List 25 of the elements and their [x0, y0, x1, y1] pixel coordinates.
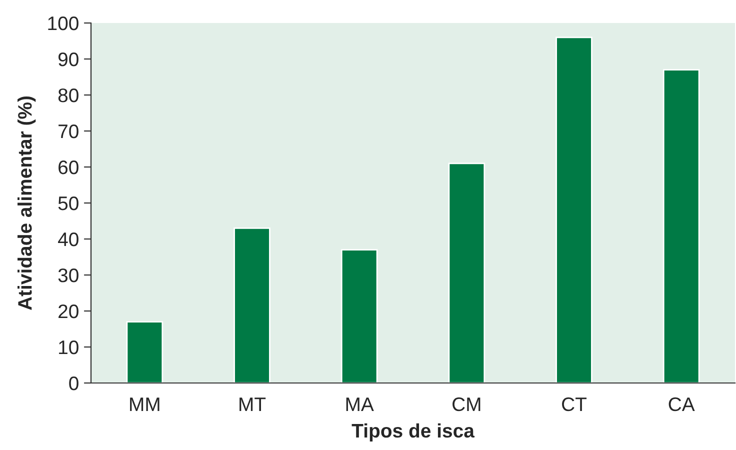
y-tick-label: 80	[58, 88, 78, 102]
bar	[340, 249, 378, 383]
y-tick-label: 20	[58, 304, 78, 318]
x-tick-label: MT	[240, 398, 266, 411]
y-tick-label: 50	[58, 196, 78, 210]
bar	[556, 36, 592, 383]
bar	[662, 69, 700, 383]
y-tick-label: 100	[48, 16, 78, 30]
y-axis-title: Atividade alimentar (%)	[18, 96, 36, 310]
x-tick-label: CT	[562, 397, 587, 412]
y-tick-label: 30	[58, 268, 78, 282]
x-tick-label: MM	[130, 398, 160, 411]
y-tick-label: 10	[59, 340, 78, 354]
bar	[126, 321, 164, 383]
y-tick-label: 70	[58, 124, 78, 138]
bar	[448, 162, 486, 383]
y-tick-label: 40	[58, 232, 78, 246]
x-tick-label: MA	[346, 398, 374, 411]
x-tick-label: CM	[452, 397, 480, 412]
x-axis-title: Tipos de isca	[352, 423, 475, 442]
bar	[234, 228, 270, 383]
y-tick-label: 90	[58, 52, 78, 66]
x-tick-label: CA	[668, 397, 695, 412]
y-tick-label: 60	[58, 160, 78, 174]
y-tick-label: 0	[69, 376, 78, 390]
